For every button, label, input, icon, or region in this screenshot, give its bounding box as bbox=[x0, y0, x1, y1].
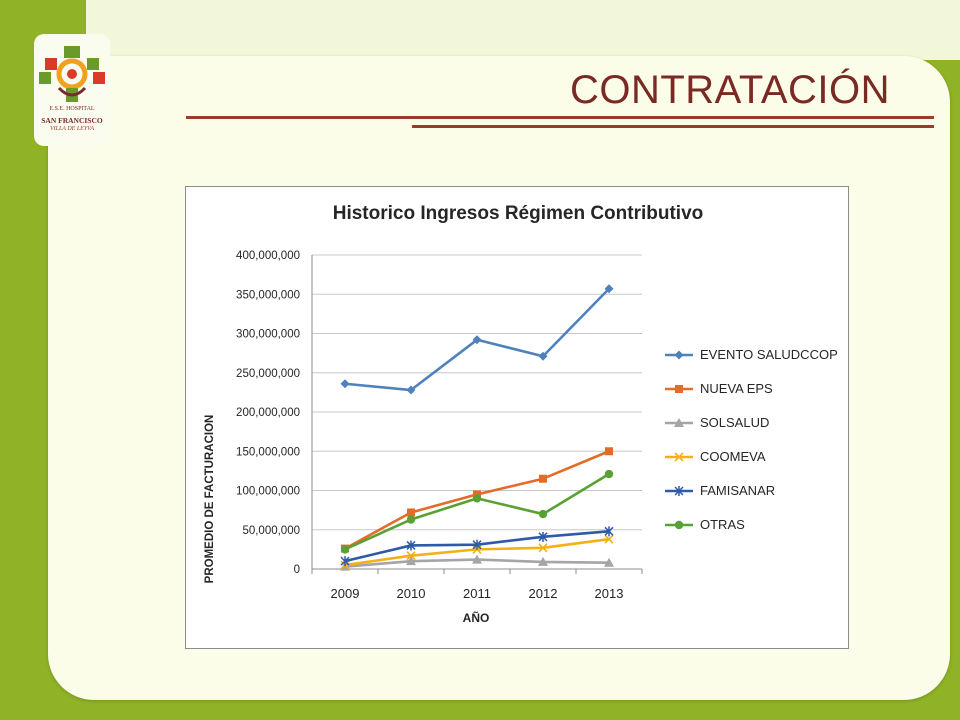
y-tick-label: 400,000,000 bbox=[236, 250, 300, 262]
x-axis-title: AÑO bbox=[462, 611, 490, 625]
legend-swatch bbox=[665, 350, 693, 360]
data-point bbox=[406, 515, 416, 524]
top-header-band bbox=[86, 0, 960, 60]
data-point bbox=[472, 554, 482, 564]
series-line bbox=[343, 472, 611, 551]
legend-item: EVENTO SALUDCCOP bbox=[664, 347, 844, 381]
legend-swatch bbox=[665, 486, 693, 496]
data-point bbox=[407, 508, 415, 517]
series-4 bbox=[340, 526, 614, 567]
title-rule-top bbox=[186, 116, 934, 119]
legend-label: FAMISANAR bbox=[700, 483, 776, 498]
chart-title: Historico Ingresos Régimen Contributivo bbox=[332, 203, 704, 224]
y-tick-label: 300,000,000 bbox=[236, 329, 300, 341]
slide-title: CONTRATACIÓN bbox=[569, 68, 890, 112]
x-tick-label: 2010 bbox=[397, 586, 426, 601]
legend-swatch bbox=[665, 520, 693, 530]
logo-text-line3: VILLA DE LEYVA bbox=[49, 126, 95, 132]
x-tick-label: 2011 bbox=[463, 586, 491, 601]
legend-marker bbox=[674, 452, 684, 462]
data-point bbox=[605, 447, 613, 456]
chart: Historico Ingresos Régimen Contributivo … bbox=[185, 186, 849, 649]
legend: EVENTO SALUDCCOP NUEVA EPS SOLSALUD COOMEVA… bbox=[664, 347, 844, 551]
legend-marker bbox=[674, 486, 684, 496]
data-point bbox=[538, 351, 548, 361]
y-tick-label: 250,000,000 bbox=[236, 368, 300, 380]
y-tick-label: 150,000,000 bbox=[236, 446, 300, 458]
legend-marker bbox=[674, 350, 684, 360]
data-point bbox=[340, 379, 350, 389]
data-point bbox=[406, 385, 416, 395]
logo: E.S.E. HOSPITAL SAN FRANCISCO VILLA DE L… bbox=[34, 34, 110, 146]
data-point bbox=[472, 335, 482, 345]
legend-swatch bbox=[665, 418, 693, 427]
series-5 bbox=[340, 469, 614, 554]
data-point bbox=[472, 539, 482, 550]
legend-marker bbox=[674, 418, 684, 427]
series-0 bbox=[340, 284, 614, 395]
data-point bbox=[538, 509, 548, 519]
data-point bbox=[538, 531, 548, 542]
data-point bbox=[538, 556, 548, 566]
legend-label: SOLSALUD bbox=[700, 415, 770, 430]
y-tick-label: 100,000,000 bbox=[236, 486, 300, 498]
data-point bbox=[604, 534, 614, 544]
y-tick-label: 0 bbox=[294, 564, 300, 576]
legend-item: OTRAS bbox=[664, 517, 844, 551]
data-point bbox=[406, 551, 416, 561]
data-point bbox=[538, 543, 548, 553]
x-tick-label: 2013 bbox=[595, 586, 624, 601]
data-point bbox=[340, 545, 350, 554]
data-point bbox=[604, 526, 614, 537]
legend-item: FAMISANAR bbox=[664, 483, 844, 517]
legend-marker bbox=[674, 520, 684, 530]
legend-label: NUEVA EPS bbox=[700, 381, 773, 396]
legend-item: SOLSALUD bbox=[664, 415, 844, 449]
data-point bbox=[539, 474, 547, 483]
hospital-emblem-icon bbox=[39, 46, 105, 102]
logo-text-line1: E.S.E. HOSPITAL bbox=[49, 106, 95, 112]
data-point bbox=[406, 540, 416, 551]
data-point bbox=[604, 469, 614, 479]
y-tick-label: 350,000,000 bbox=[236, 289, 300, 301]
plot-area: 0 50,000,000 100,000,000 150,000,000 200,000… bbox=[236, 250, 643, 601]
y-tick-label: 200,000,000 bbox=[236, 407, 300, 419]
legend-marker bbox=[675, 385, 683, 393]
data-point bbox=[340, 556, 350, 567]
legend-label: EVENTO SALUDCCOP bbox=[700, 347, 838, 362]
y-tick-label: 50,000,000 bbox=[242, 525, 300, 537]
legend-swatch bbox=[665, 452, 693, 462]
data-point bbox=[406, 556, 416, 566]
logo-text-line2: SAN FRANCISCO bbox=[41, 116, 103, 125]
data-point bbox=[604, 284, 614, 294]
legend-swatch bbox=[665, 385, 693, 393]
legend-label: COOMEVA bbox=[700, 449, 766, 464]
series-2 bbox=[340, 554, 614, 571]
data-point bbox=[472, 494, 482, 503]
x-tick-label: 2012 bbox=[529, 586, 558, 601]
legend-item: NUEVA EPS bbox=[664, 381, 844, 415]
x-tick-label: 2009 bbox=[331, 586, 360, 601]
title-rule-bottom bbox=[412, 125, 934, 128]
legend-label: OTRAS bbox=[700, 517, 745, 532]
data-point bbox=[604, 557, 614, 567]
legend-item: COOMEVA bbox=[664, 449, 844, 483]
